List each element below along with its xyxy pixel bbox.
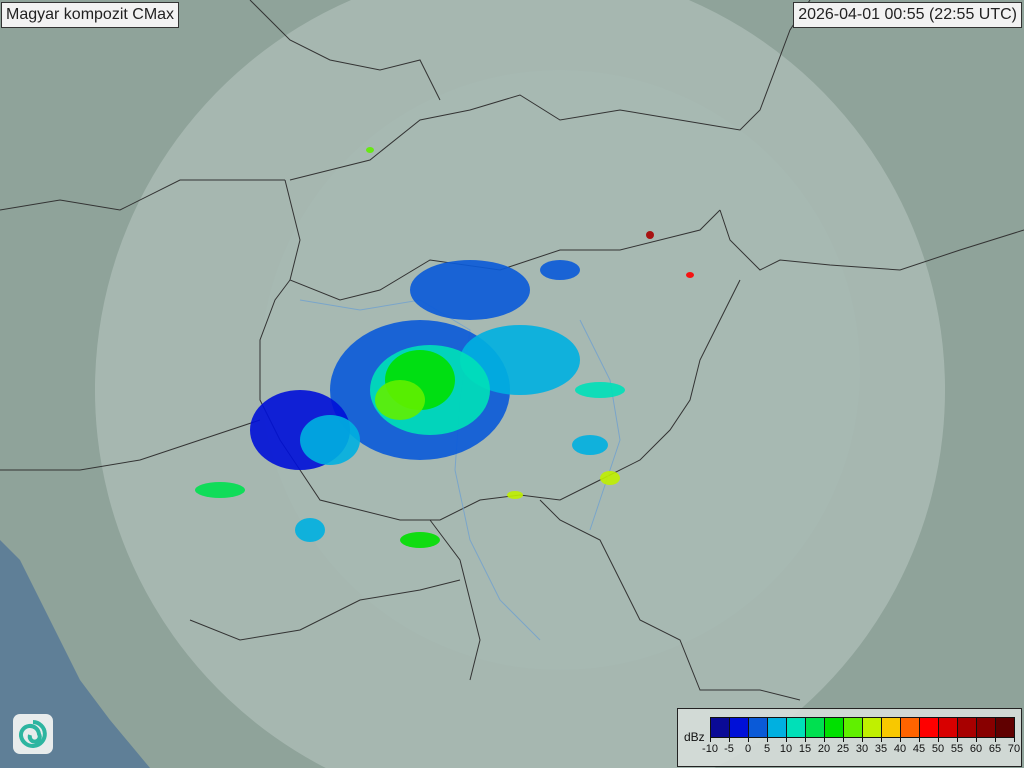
legend-tick-label: 20 <box>817 743 831 755</box>
legend-tick <box>729 737 730 742</box>
radar-echo <box>300 415 360 465</box>
radar-echo <box>600 471 620 485</box>
legend-color-cell <box>939 718 958 737</box>
timestamp-label: 2026-04-01 00:55 (22:55 UTC) <box>793 2 1022 28</box>
adriatic-sea <box>0 540 150 768</box>
legend-color-cell <box>977 718 996 737</box>
legend-tick <box>843 737 844 742</box>
radar-echo <box>400 532 440 548</box>
legend-tick <box>805 737 806 742</box>
radar-echo <box>507 491 523 499</box>
legend-tick <box>919 737 920 742</box>
legend-tick-label: 70 <box>1007 743 1021 755</box>
legend-unit: dBz <box>684 730 705 744</box>
legend-tick-label: 15 <box>798 743 812 755</box>
legend-color-cell <box>863 718 882 737</box>
product-title: Magyar kompozit CMax <box>1 2 180 28</box>
legend-ticks: -10 -5 0 5 10 15 20 25 30 35 40 45 50 55 60 65 70 <box>702 737 1020 763</box>
radar-echo <box>686 272 694 278</box>
legend-tick-label: 65 <box>988 743 1002 755</box>
dbz-legend: dBz -10 -5 0 5 10 15 20 25 30 35 40 45 50 55 60 65 70 <box>677 708 1022 767</box>
legend-color-cell <box>730 718 749 737</box>
legend-color-bar <box>710 717 1015 738</box>
radar-echo <box>366 147 374 153</box>
legend-tick <box>938 737 939 742</box>
legend-tick <box>957 737 958 742</box>
legend-tick-label: 25 <box>836 743 850 755</box>
legend-tick-label: 60 <box>969 743 983 755</box>
legend-tick <box>881 737 882 742</box>
country-borders <box>0 0 1024 701</box>
legend-tick-label: 30 <box>855 743 869 755</box>
legend-tick-label: 10 <box>779 743 793 755</box>
legend-tick <box>786 737 787 742</box>
legend-color-cell <box>825 718 844 737</box>
legend-tick <box>995 737 996 742</box>
legend-color-cell <box>958 718 977 737</box>
legend-color-cell <box>749 718 768 737</box>
legend-color-cell <box>920 718 939 737</box>
legend-tick <box>710 737 711 742</box>
legend-tick <box>824 737 825 742</box>
radar-echo <box>375 380 425 420</box>
radar-echo <box>460 325 580 395</box>
legend-color-cell <box>882 718 901 737</box>
legend-tick-label: 55 <box>950 743 964 755</box>
legend-tick-label: 50 <box>931 743 945 755</box>
legend-tick-label: 5 <box>763 743 771 755</box>
radar-echo <box>195 482 245 498</box>
legend-color-cell <box>901 718 920 737</box>
legend-tick-label: 35 <box>874 743 888 755</box>
radar-echo <box>540 260 580 280</box>
legend-color-cell <box>844 718 863 737</box>
swirl-logo-icon <box>13 714 53 754</box>
legend-color-cell <box>711 718 730 737</box>
legend-tick <box>767 737 768 742</box>
radar-echo <box>295 518 325 542</box>
legend-color-cell <box>806 718 825 737</box>
radar-echo <box>410 260 530 320</box>
legend-tick-label: -10 <box>702 743 718 755</box>
legend-tick-label: -5 <box>724 743 734 755</box>
legend-tick-label: 45 <box>912 743 926 755</box>
radar-echo <box>572 435 608 455</box>
radar-echoes <box>195 147 694 548</box>
radar-echo <box>575 382 625 398</box>
legend-tick <box>900 737 901 742</box>
legend-color-cell <box>787 718 806 737</box>
legend-tick <box>976 737 977 742</box>
legend-tick <box>1014 737 1015 742</box>
legend-tick <box>748 737 749 742</box>
legend-color-cell <box>996 718 1014 737</box>
legend-tick <box>862 737 863 742</box>
legend-tick-label: 40 <box>893 743 907 755</box>
radar-echo <box>646 231 654 239</box>
legend-tick-label: 0 <box>744 743 752 755</box>
legend-color-cell <box>768 718 787 737</box>
